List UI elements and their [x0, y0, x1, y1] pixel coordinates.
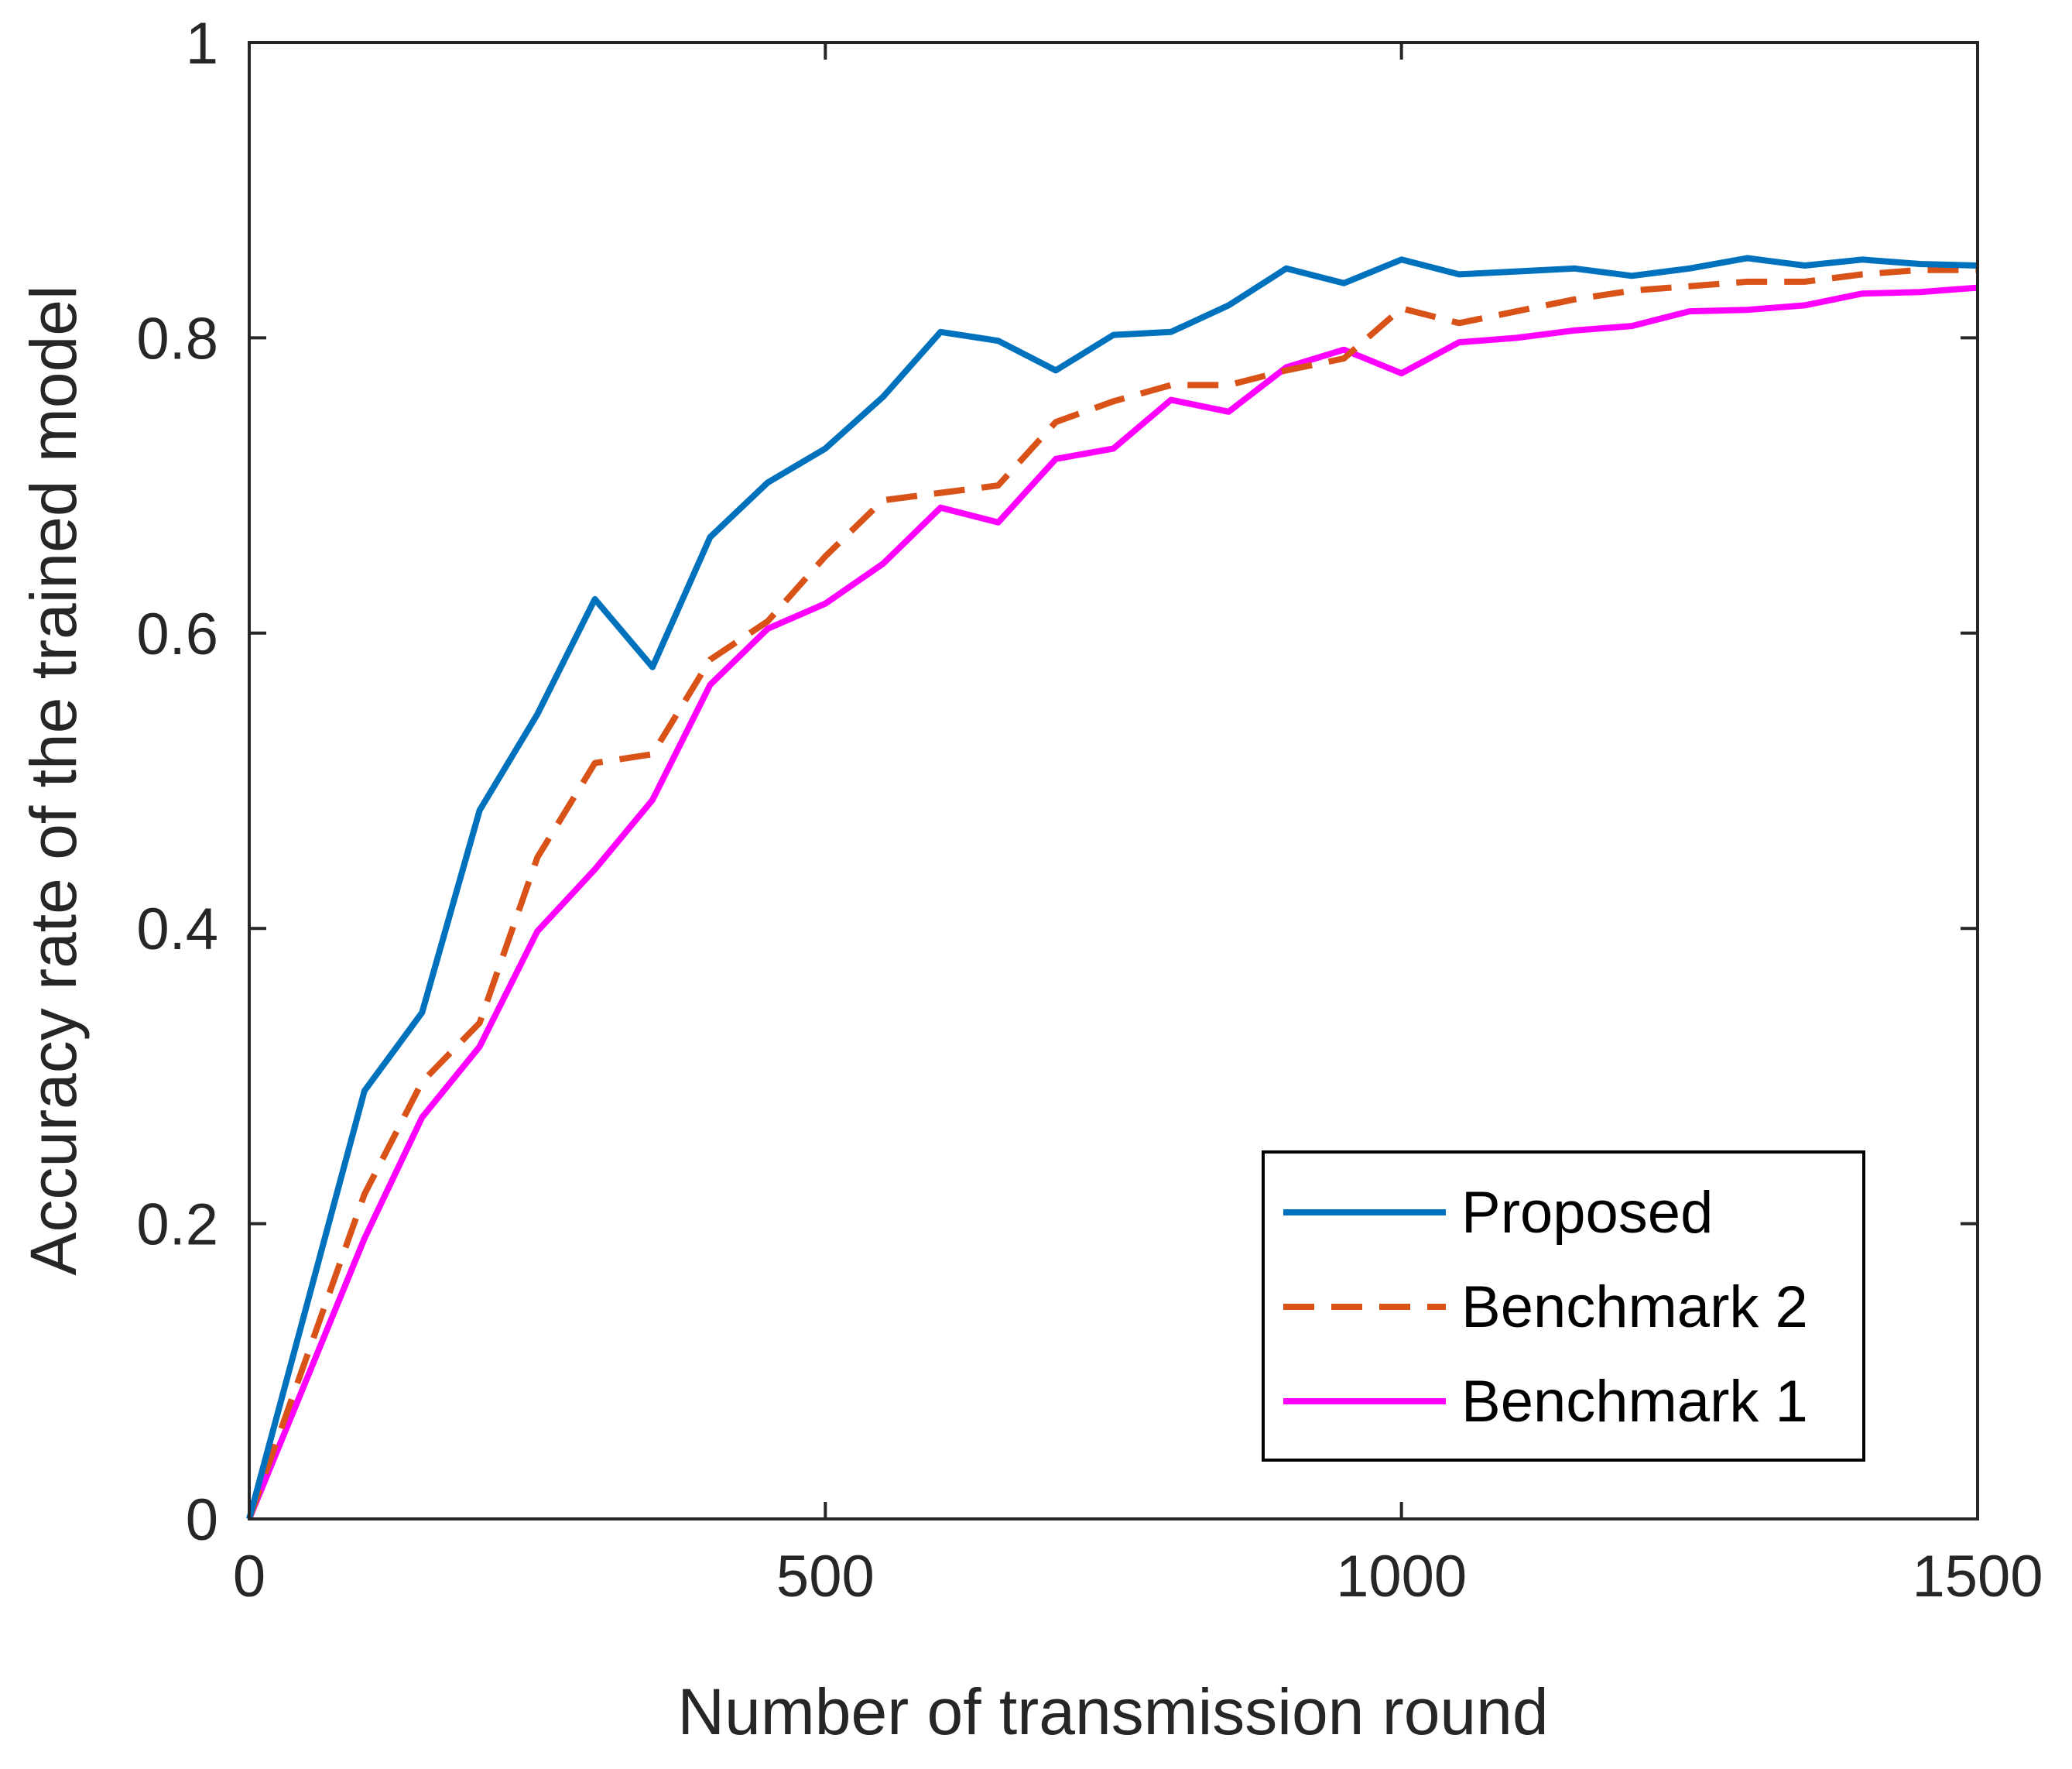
series-layer — [246, 255, 1978, 1520]
x-tick-label: 1500 — [1912, 1544, 2043, 1610]
y-tick-label: 0 — [186, 1487, 218, 1553]
tick-label-layer: 0 500 1000 1500 0 0.2 0.4 0.6 0.8 1 — [136, 11, 2043, 1610]
y-tick-label: 0.8 — [136, 306, 218, 372]
series-line-benchmark-1 — [246, 284, 1978, 1520]
series-line-proposed — [246, 255, 1978, 1520]
legend-label-benchmark-1: Benchmark 1 — [1461, 1369, 1808, 1435]
plot-frame — [248, 41, 1979, 1520]
y-axis-title: Accuracy rate of the trained model — [17, 285, 90, 1275]
series-line-benchmark-2 — [246, 266, 1978, 1520]
x-tick-label: 1000 — [1336, 1544, 1467, 1610]
legend-label-benchmark-2: Benchmark 2 — [1461, 1274, 1808, 1340]
y-tick-label: 0.2 — [136, 1192, 218, 1258]
legend-label-proposed: Proposed — [1461, 1180, 1713, 1246]
x-tick-label: 0 — [233, 1544, 265, 1610]
x-tick-label: 500 — [776, 1544, 875, 1610]
x-axis-title: Number of transmission round — [677, 1675, 1548, 1748]
legend-box — [1262, 1150, 1865, 1462]
legend: Proposed Benchmark 2 Benchmark 1 — [1262, 1150, 1865, 1462]
y-tick-label: 0.6 — [136, 602, 218, 667]
y-tick-label: 1 — [186, 11, 218, 77]
y-tick-label: 0.4 — [136, 896, 218, 962]
